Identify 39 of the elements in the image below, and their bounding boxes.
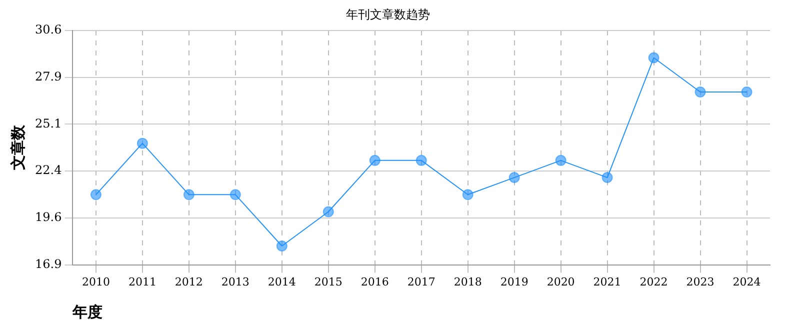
point [230,189,241,200]
y-tick-label: 19.6 [35,210,62,224]
x-tick-label: 2024 [732,275,761,288]
point [694,86,706,98]
y-tick-label: 27.9 [35,69,62,84]
x-tick-label: 2018 [454,275,482,288]
x-tick-label: 2014 [268,275,296,288]
point [136,138,148,149]
point [648,52,660,64]
x-tick-label: 2010 [82,275,110,288]
x-tick-label: 2022 [640,275,668,288]
point [602,172,613,184]
point [462,189,474,200]
x-axis-title: 年度 [72,302,103,321]
x-tick-label: 2013 [221,275,250,288]
point [183,189,194,200]
y-tick-label: 22.4 [35,163,62,178]
chart-title: 年刊文章数趋势 [346,7,430,22]
point [508,172,520,184]
x-tick-label: 2015 [314,275,342,288]
x-tick-label: 2023 [686,275,714,288]
point [369,154,380,166]
point [555,154,566,166]
point [90,189,102,200]
x-tick-label: 2017 [407,275,436,288]
y-tick-label: 30.6 [35,22,62,37]
y-tick-label: 16.9 [35,256,62,271]
x-tick-label: 2011 [128,275,156,288]
x-tick-label: 2021 [593,275,622,288]
y-tick-label: 25.1 [35,116,62,130]
x-tick-label: 2016 [360,275,389,288]
point [322,206,334,218]
point [741,86,752,98]
x-tick-label: 2020 [546,275,575,288]
y-axis-title: 文章数 [8,124,27,172]
point [276,240,288,252]
x-tick-label: 2019 [500,275,528,288]
x-tick-label: 2012 [174,275,203,288]
point [416,154,427,166]
